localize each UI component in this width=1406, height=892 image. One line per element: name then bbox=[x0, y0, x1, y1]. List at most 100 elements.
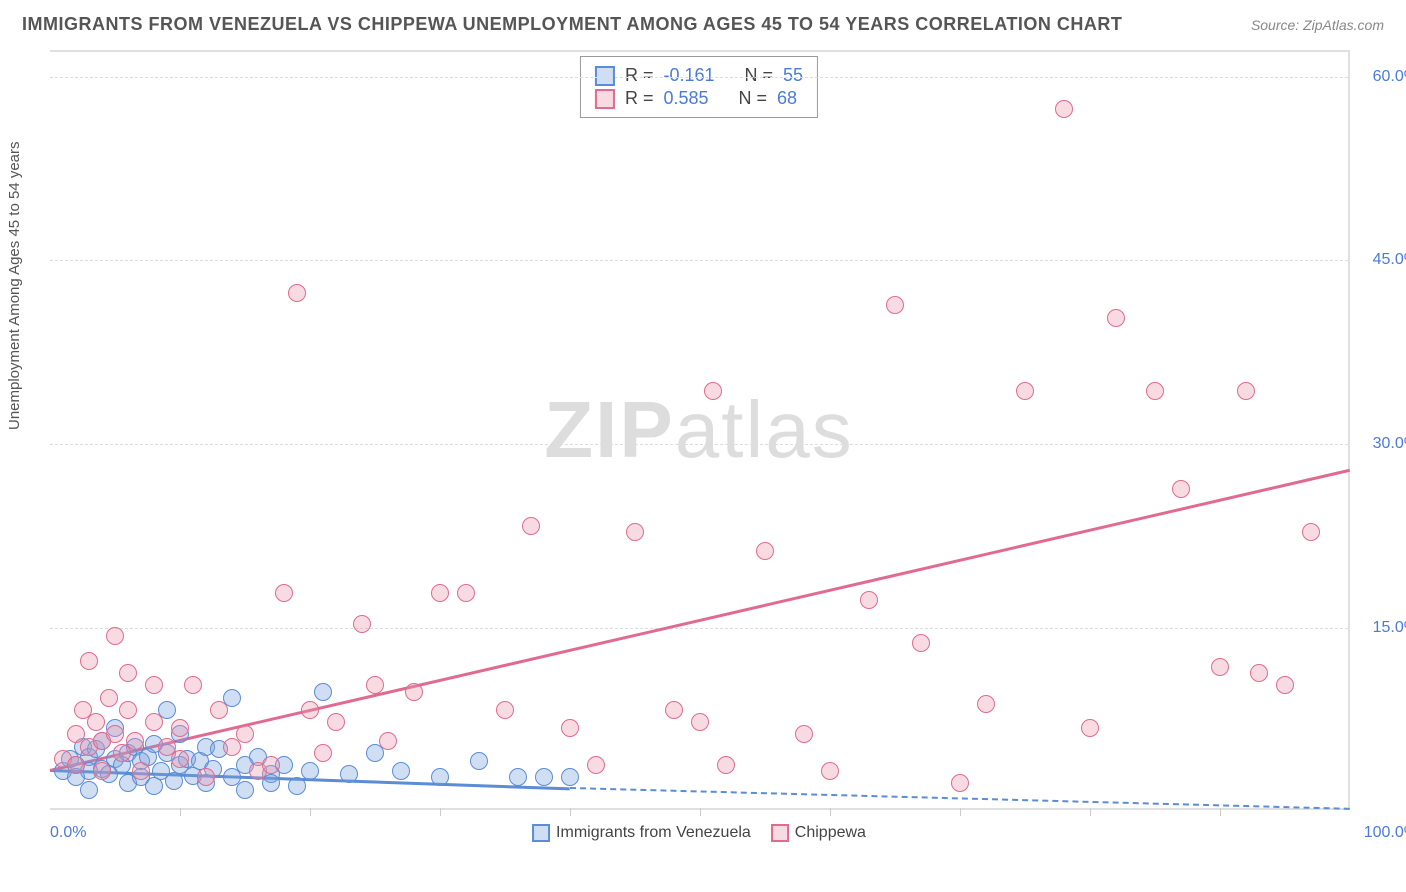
x-axis-min-label: 0.0% bbox=[50, 824, 86, 842]
data-point bbox=[951, 774, 969, 792]
legend-item: Chippewa bbox=[771, 824, 866, 842]
watermark-text: ZIPatlas bbox=[544, 384, 853, 476]
series-swatch bbox=[595, 66, 615, 86]
data-point bbox=[327, 713, 345, 731]
data-point bbox=[106, 725, 124, 743]
data-point bbox=[288, 777, 306, 795]
y-tick-label: 30.0% bbox=[1373, 435, 1406, 453]
data-point bbox=[119, 701, 137, 719]
chart-header: IMMIGRANTS FROM VENEZUELA VS CHIPPEWA UN… bbox=[22, 14, 1384, 35]
data-point bbox=[457, 584, 475, 602]
data-point bbox=[301, 762, 319, 780]
y-tick-label: 60.0% bbox=[1373, 68, 1406, 86]
data-point bbox=[236, 725, 254, 743]
data-point bbox=[795, 725, 813, 743]
data-point bbox=[496, 701, 514, 719]
data-point bbox=[821, 762, 839, 780]
data-point bbox=[171, 750, 189, 768]
data-point bbox=[665, 701, 683, 719]
x-tick bbox=[310, 808, 311, 816]
data-point bbox=[106, 627, 124, 645]
data-point bbox=[522, 517, 540, 535]
data-point bbox=[1055, 100, 1073, 118]
data-point bbox=[535, 768, 553, 786]
y-tick-label: 45.0% bbox=[1373, 251, 1406, 269]
data-point bbox=[431, 584, 449, 602]
legend-label: Chippewa bbox=[795, 824, 866, 842]
data-point bbox=[756, 542, 774, 560]
data-point bbox=[288, 284, 306, 302]
data-point bbox=[93, 762, 111, 780]
data-point bbox=[1211, 658, 1229, 676]
data-point bbox=[87, 713, 105, 731]
scatter-plot: ZIPatlas R = -0.161 N = 55R = 0.585 N = … bbox=[50, 50, 1350, 810]
data-point bbox=[145, 713, 163, 731]
data-point bbox=[626, 523, 644, 541]
data-point bbox=[184, 676, 202, 694]
data-point bbox=[431, 768, 449, 786]
data-point bbox=[100, 689, 118, 707]
data-point bbox=[1107, 309, 1125, 327]
series-swatch bbox=[771, 824, 789, 842]
data-point bbox=[353, 615, 371, 633]
data-point bbox=[80, 652, 98, 670]
data-point bbox=[912, 634, 930, 652]
data-point bbox=[860, 591, 878, 609]
series-swatch bbox=[532, 824, 550, 842]
data-point bbox=[1237, 382, 1255, 400]
data-point bbox=[126, 732, 144, 750]
gridline bbox=[50, 444, 1348, 445]
x-tick bbox=[960, 808, 961, 816]
chart-title: IMMIGRANTS FROM VENEZUELA VS CHIPPEWA UN… bbox=[22, 14, 1122, 35]
data-point bbox=[717, 756, 735, 774]
data-point bbox=[67, 756, 85, 774]
data-point bbox=[275, 584, 293, 602]
x-tick bbox=[830, 808, 831, 816]
y-axis-label: Unemployment Among Ages 45 to 54 years bbox=[6, 141, 23, 430]
data-point bbox=[1172, 480, 1190, 498]
data-point bbox=[171, 719, 189, 737]
x-tick bbox=[700, 808, 701, 816]
data-point bbox=[314, 744, 332, 762]
data-point bbox=[587, 756, 605, 774]
data-point bbox=[470, 752, 488, 770]
data-point bbox=[392, 762, 410, 780]
data-point bbox=[886, 296, 904, 314]
x-tick bbox=[1220, 808, 1221, 816]
stats-row: R = 0.585 N = 68 bbox=[595, 88, 803, 109]
data-point bbox=[1276, 676, 1294, 694]
x-tick bbox=[180, 808, 181, 816]
data-point bbox=[977, 695, 995, 713]
legend-item: Immigrants from Venezuela bbox=[532, 824, 751, 842]
data-point bbox=[561, 768, 579, 786]
data-point bbox=[1081, 719, 1099, 737]
x-axis-max-label: 100.0% bbox=[1364, 824, 1406, 842]
data-point bbox=[262, 756, 280, 774]
x-tick bbox=[440, 808, 441, 816]
data-point bbox=[704, 382, 722, 400]
data-point bbox=[145, 676, 163, 694]
data-point bbox=[314, 683, 332, 701]
data-point bbox=[1302, 523, 1320, 541]
data-point bbox=[1250, 664, 1268, 682]
series-swatch bbox=[595, 89, 615, 109]
correlation-stats-box: R = -0.161 N = 55R = 0.585 N = 68 bbox=[580, 56, 818, 118]
gridline bbox=[50, 260, 1348, 261]
data-point bbox=[405, 683, 423, 701]
data-point bbox=[509, 768, 527, 786]
data-point bbox=[366, 676, 384, 694]
data-point bbox=[197, 768, 215, 786]
stats-row: R = -0.161 N = 55 bbox=[595, 65, 803, 86]
data-point bbox=[80, 781, 98, 799]
data-point bbox=[1016, 382, 1034, 400]
data-point bbox=[561, 719, 579, 737]
x-tick bbox=[570, 808, 571, 816]
data-point bbox=[1146, 382, 1164, 400]
data-point bbox=[340, 765, 358, 783]
data-point bbox=[165, 772, 183, 790]
chart-source: Source: ZipAtlas.com bbox=[1251, 17, 1384, 33]
data-point bbox=[132, 762, 150, 780]
data-point bbox=[691, 713, 709, 731]
legend-label: Immigrants from Venezuela bbox=[556, 824, 751, 842]
data-point bbox=[301, 701, 319, 719]
